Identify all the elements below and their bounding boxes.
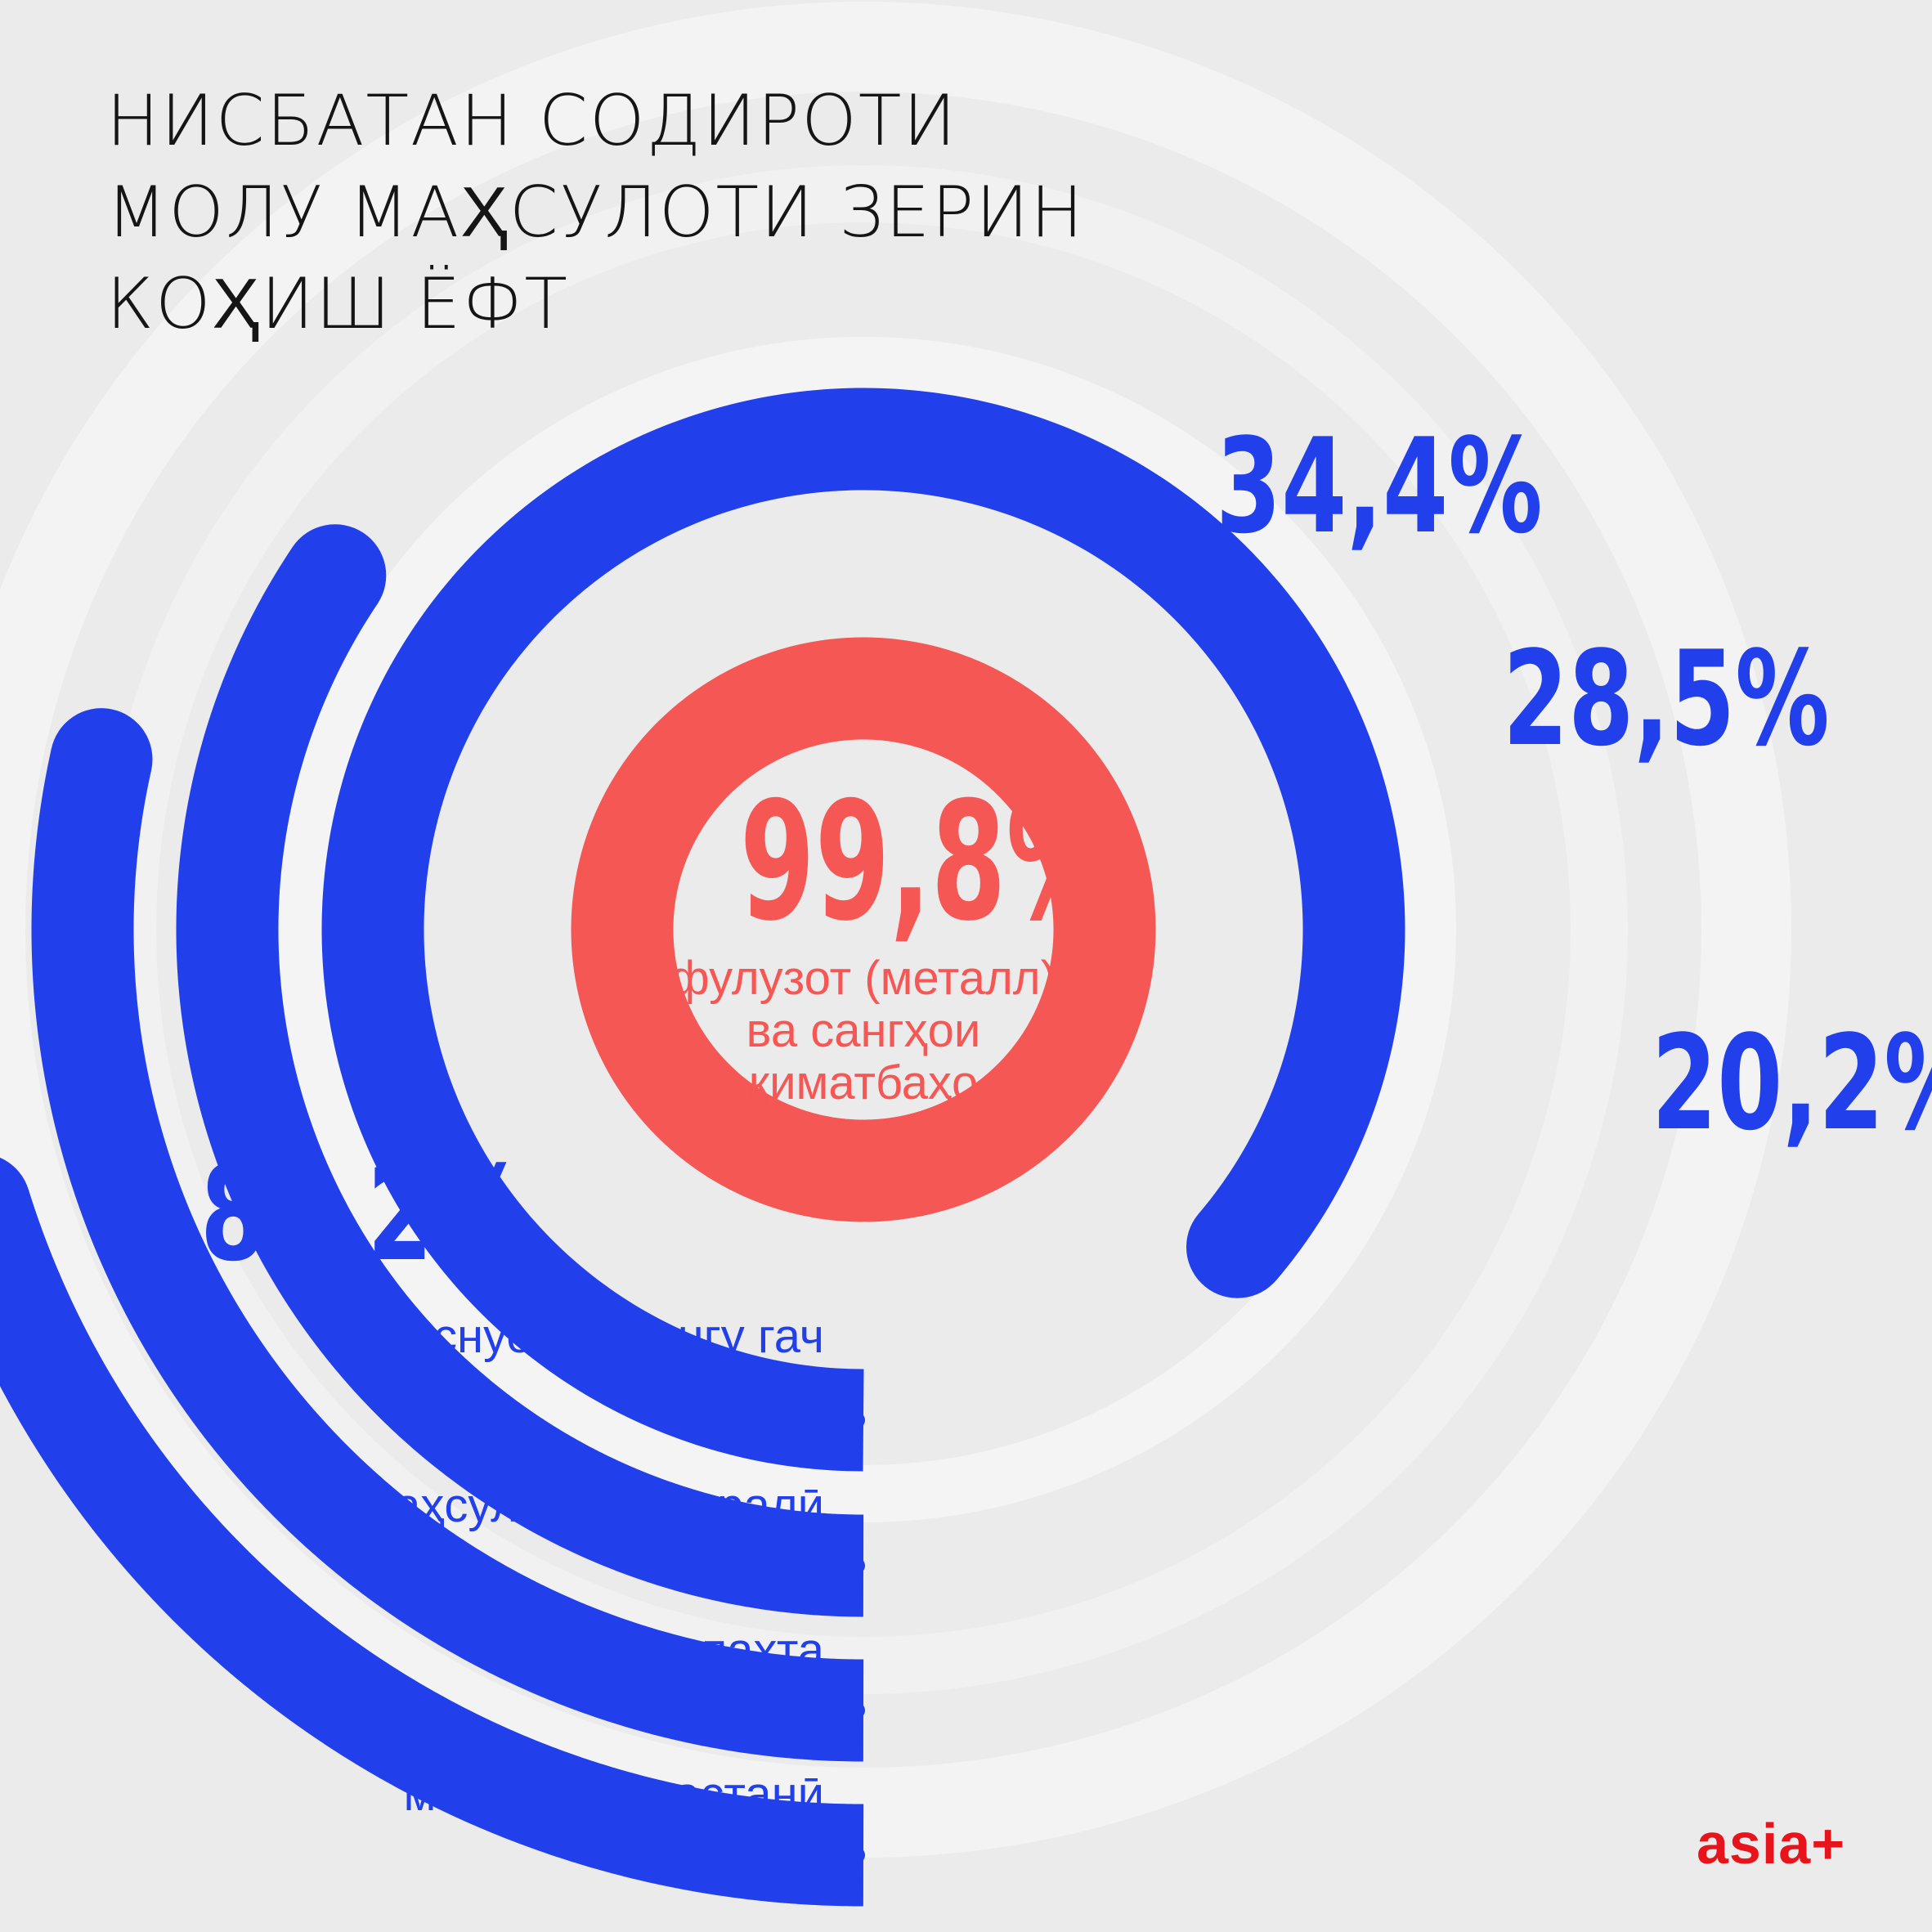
category-label-plant-line-1: маҳсулоти растанӣ <box>403 1768 824 1821</box>
category-label-cotton: нахи пахта <box>585 1625 824 1677</box>
category-label-cement-line-1: маснуот аз сангу гач <box>374 1310 824 1363</box>
arc-cement-end-cap <box>1186 1195 1289 1298</box>
title-line-2: МОЛУ МАҲСУЛОТИ ЗЕРИН <box>106 172 1085 253</box>
title-line-3: КОҲИШ ЁФТ <box>106 263 569 345</box>
title-line-1: НИСБАТАН СОДИРОТИ <box>106 80 958 162</box>
category-label-cement-line-2: ва семент <box>603 1362 824 1415</box>
value-label-cotton: 28,5% <box>1503 622 1830 775</box>
value-label-plant: 20,2% <box>1652 1006 1932 1159</box>
center-label-line-3: қиматбаҳо <box>748 1056 979 1109</box>
asia-plus-logo: asia+ <box>1697 1812 1846 1876</box>
arc-mineral-end-cap <box>284 524 387 627</box>
category-label-mineral: маҳсулоти минералӣ <box>361 1480 824 1532</box>
connector-dot-4 <box>849 1847 865 1863</box>
arc-plant-end-cap <box>0 1157 31 1252</box>
background-ring-3 <box>271 337 1456 1522</box>
center-category-label: фулузот (металл) ва сангҳои қиматбаҳо <box>618 953 1109 1109</box>
center-value-label: 99,8% <box>739 767 1114 957</box>
arc-metals <box>571 637 1156 1222</box>
category-label-cotton-line-1: нахи пахта <box>585 1624 824 1677</box>
center-label-line-2: ва сангҳои <box>746 1004 981 1057</box>
category-label-plant: маҳсулоти растанӣ <box>403 1768 824 1821</box>
chart-arcs <box>0 388 1405 1907</box>
label-connector-dots <box>849 1412 865 1863</box>
category-label-mineral-line-1: маҳсулоти минералӣ <box>361 1479 824 1532</box>
chart-title: НИСБАТАН СОДИРОТИ МОЛУ МАҲСУЛОТИ ЗЕРИН К… <box>106 75 1085 350</box>
arc-mineral <box>176 547 864 1617</box>
connector-dot-3 <box>849 1702 865 1719</box>
value-label-cement: 86,2% <box>200 1137 527 1290</box>
connector-dot-2 <box>849 1558 865 1574</box>
arc-cotton <box>31 748 864 1762</box>
arc-cotton-end-cap <box>50 708 153 811</box>
arc-metals-end-cap <box>815 1119 918 1222</box>
connector-dot-1 <box>849 1412 865 1428</box>
center-label-line-1: фулузот (металл) <box>670 952 1056 1005</box>
arc-cement <box>321 388 1405 1472</box>
value-label-mineral: 34,4% <box>1216 410 1543 563</box>
arc-plant <box>0 1189 864 1907</box>
category-label-cement: маснуот аз сангу гач ва семент <box>374 1311 824 1415</box>
